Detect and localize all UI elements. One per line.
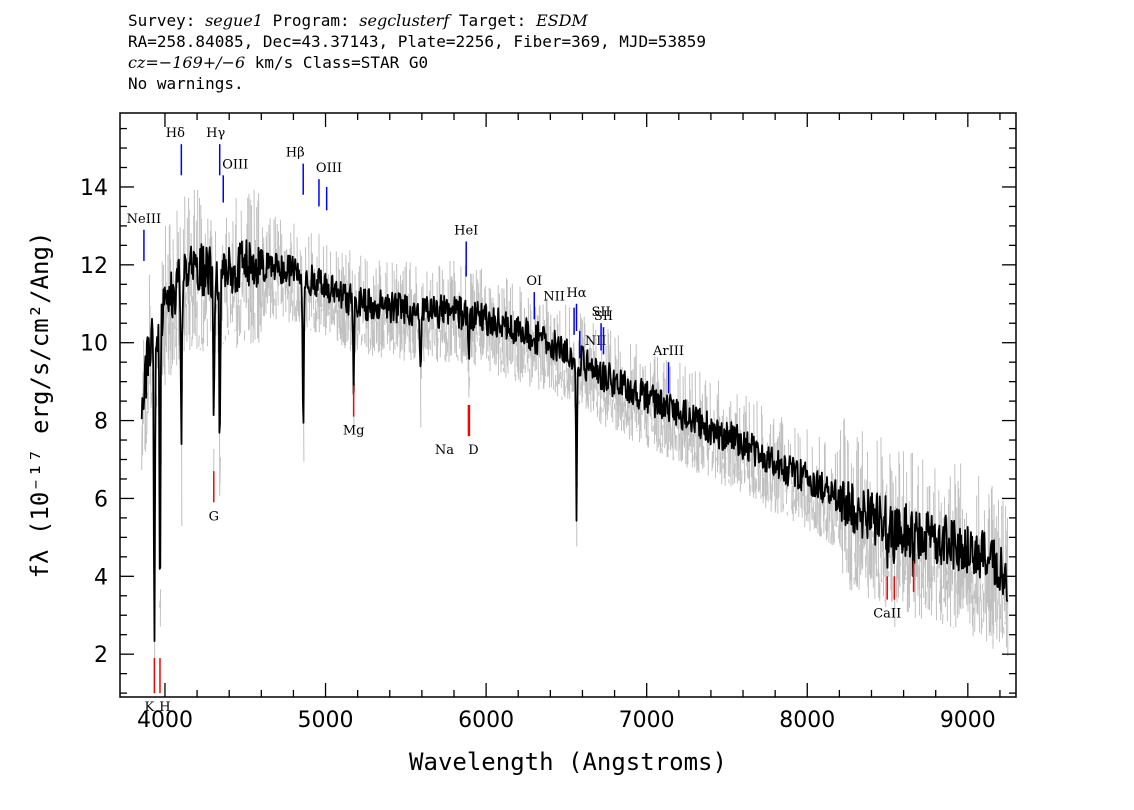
- x-tick-label: 7000: [619, 708, 675, 733]
- cz-value: −169+/−6: [158, 53, 246, 72]
- emission-line-label: HeI: [454, 223, 478, 238]
- y-tick-label: 14: [80, 176, 108, 201]
- absorption-line-label: Mg: [343, 424, 365, 439]
- header-line-redshift: cz=−169+/−6 km/s Class=STAR G0: [128, 52, 706, 73]
- plot-frame: [119, 112, 1017, 698]
- header-line-coordinates: RA=258.84085, Dec=43.37143, Plate=2256, …: [128, 32, 706, 51]
- program-label: Program:: [262, 11, 360, 30]
- x-tick-label: 5000: [298, 708, 354, 733]
- absorption-line-label: Na: [435, 443, 454, 458]
- flux-trace: [140, 239, 1009, 642]
- emission-line-label: Hα: [566, 286, 586, 301]
- survey-value: segue1: [205, 11, 263, 30]
- x-tick-label: 6000: [458, 708, 514, 733]
- y-tick-label: 10: [80, 332, 108, 357]
- emission-line-label: SII: [591, 305, 610, 320]
- x-tick-label: 9000: [940, 708, 996, 733]
- y-tick-label: 6: [94, 487, 108, 512]
- target-value: ESDM: [535, 11, 588, 30]
- absorption-line-label: CaII: [873, 607, 901, 622]
- emission-line-label: OIII: [316, 161, 342, 176]
- class-text: km/s Class=STAR G0: [245, 53, 429, 72]
- absorption-line-label: G: [209, 509, 219, 524]
- emission-line-label: NeIII: [127, 212, 161, 227]
- spectrum-header: Survey: segue1 Program: segclusterf Targ…: [128, 10, 706, 94]
- emission-line-label: ArIII: [652, 344, 684, 359]
- program-value: segclusterf: [359, 11, 450, 30]
- target-label: Target:: [449, 11, 536, 30]
- y-axis-title: fλ (10⁻¹⁷ erg/s/cm²/Ang): [26, 232, 54, 579]
- absorption-line-label: K: [145, 700, 155, 715]
- y-tick-label: 12: [80, 254, 108, 279]
- y-tick-label: 2: [94, 643, 108, 668]
- emission-line-label: Hγ: [206, 126, 225, 141]
- absorption-line-label: D: [468, 443, 478, 458]
- header-line-warnings: No warnings.: [128, 74, 244, 93]
- axes: 4000 5000 6000 7000 8000 9000 2 4 6 8 10 12 14: [80, 112, 1017, 733]
- header-line-survey: Survey: segue1 Program: segclusterf Targ…: [128, 10, 706, 31]
- emission-line-label: Hβ: [286, 146, 305, 161]
- emission-line-label: NII: [543, 290, 565, 305]
- x-tick-label: 8000: [779, 708, 835, 733]
- survey-label: Survey:: [128, 11, 206, 30]
- emission-line-label: Hδ: [166, 126, 185, 141]
- emission-line-label: OIII: [222, 157, 248, 172]
- x-axis-title: Wavelength (Angstroms): [409, 748, 727, 776]
- y-tick-label: 8: [94, 410, 108, 435]
- y-tick-label: 4: [94, 565, 108, 590]
- flux-series: [140, 239, 1009, 642]
- x-tick-label: 4000: [137, 708, 193, 733]
- emission-line-label: SII: [594, 309, 613, 324]
- emission-line-label: OI: [526, 274, 542, 289]
- cz-label: cz=: [128, 53, 159, 72]
- absorption-line-label: H: [159, 700, 170, 715]
